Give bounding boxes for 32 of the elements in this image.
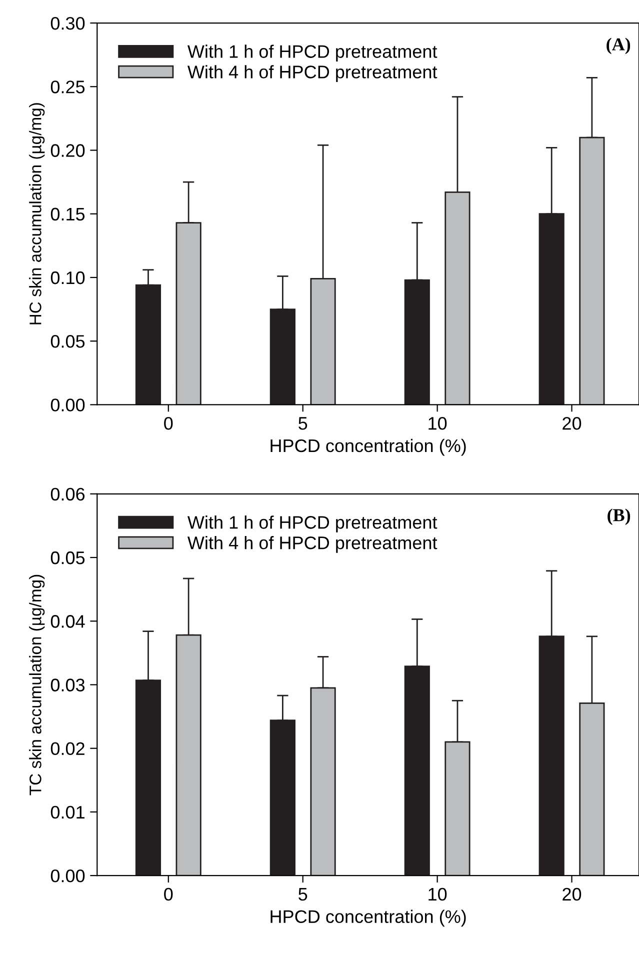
x-tick-label: 20 [562,888,582,901]
y-tick-label: 0.30 [50,16,85,30]
legend-label: With 4 h of HPCD pretreatment [187,65,438,82]
x-tick-label: 5 [298,417,308,430]
x-axis-title: HPCD concentration (%) [270,910,466,927]
y-tick-label: 0.06 [50,488,85,501]
y-tick-label: 0.02 [50,742,84,756]
y-tick-label: 0.04 [50,615,85,628]
x-tick-label: 10 [428,888,447,901]
y-tick-label: 0.10 [50,271,85,284]
x-tick-label: 0 [164,416,173,430]
y-axis-title: TC skin accumulation (µg/mg) [29,574,45,796]
y-tick-label: 0.05 [50,335,85,348]
legend-label: With 1 h of HPCD pretreatment [187,44,438,62]
x-axis-title: HPCD concentration (%) [270,438,466,456]
legend-label: With 4 h of HPCD pretreatment [187,536,438,553]
annotation: (A) [606,38,630,54]
y-tick-label: 0.15 [50,208,85,221]
y-tick-label: 0.01 [50,806,84,819]
legend-label: With 1 h of HPCD pretreatment [187,516,438,532]
y-tick-label: 0.05 [50,551,85,564]
x-tick-label: 20 [562,416,582,430]
x-tick-label: 5 [298,888,308,901]
y-tick-label: 0.00 [50,870,85,882]
y-tick-label: 0.25 [50,80,85,94]
x-tick-label: 10 [428,416,447,430]
x-tick-label: 0 [164,888,173,901]
y-tick-label: 0.00 [50,398,85,412]
annotation: (B) [608,508,630,525]
y-axis-title: HC skin accumulation (µg/mg) [29,103,45,324]
y-tick-label: 0.20 [50,144,85,157]
y-tick-label: 0.03 [50,678,85,692]
